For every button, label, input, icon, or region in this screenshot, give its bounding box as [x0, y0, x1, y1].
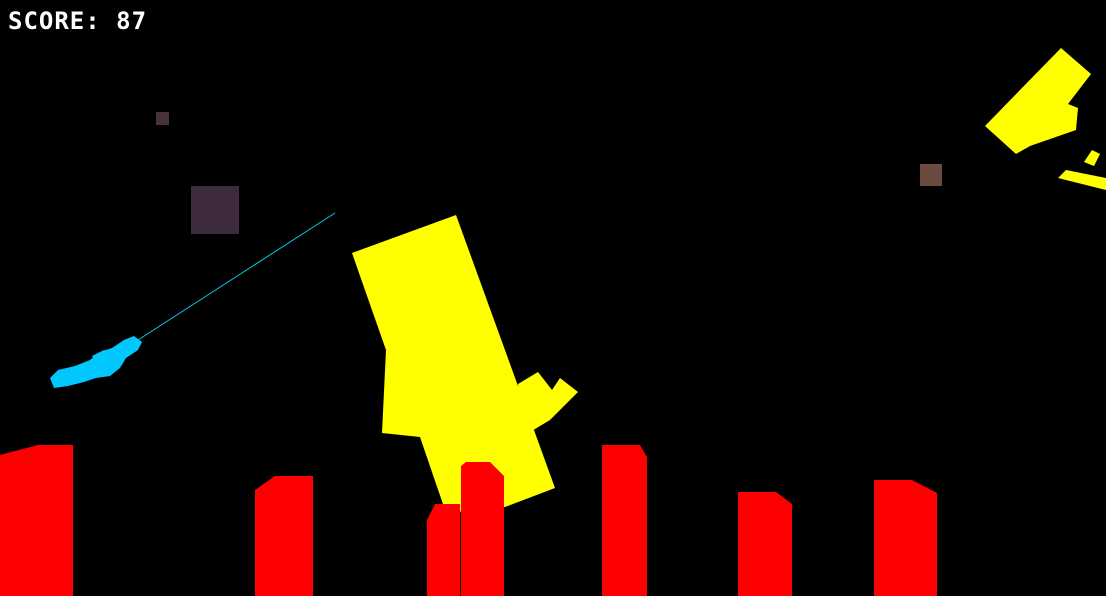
- red-tower: [602, 445, 647, 596]
- score-label: SCORE:: [8, 7, 101, 35]
- red-tower: [427, 504, 460, 596]
- yellow-debris-top-right: [985, 48, 1106, 190]
- brown-debris-square: [920, 164, 942, 186]
- score-value: 87: [116, 7, 148, 35]
- red-tower: [874, 480, 937, 596]
- dark-debris-block: [191, 186, 239, 234]
- small-debris-square: [156, 112, 169, 125]
- red-tower: [0, 445, 73, 596]
- player-ship: [50, 336, 142, 388]
- red-tower: [461, 462, 504, 596]
- large-yellow-debris: [352, 215, 578, 512]
- red-tower: [255, 476, 313, 596]
- red-towers: [0, 445, 937, 596]
- score-display: SCORE: 87: [8, 9, 147, 33]
- red-tower: [738, 492, 792, 596]
- laser-beam: [137, 212, 336, 341]
